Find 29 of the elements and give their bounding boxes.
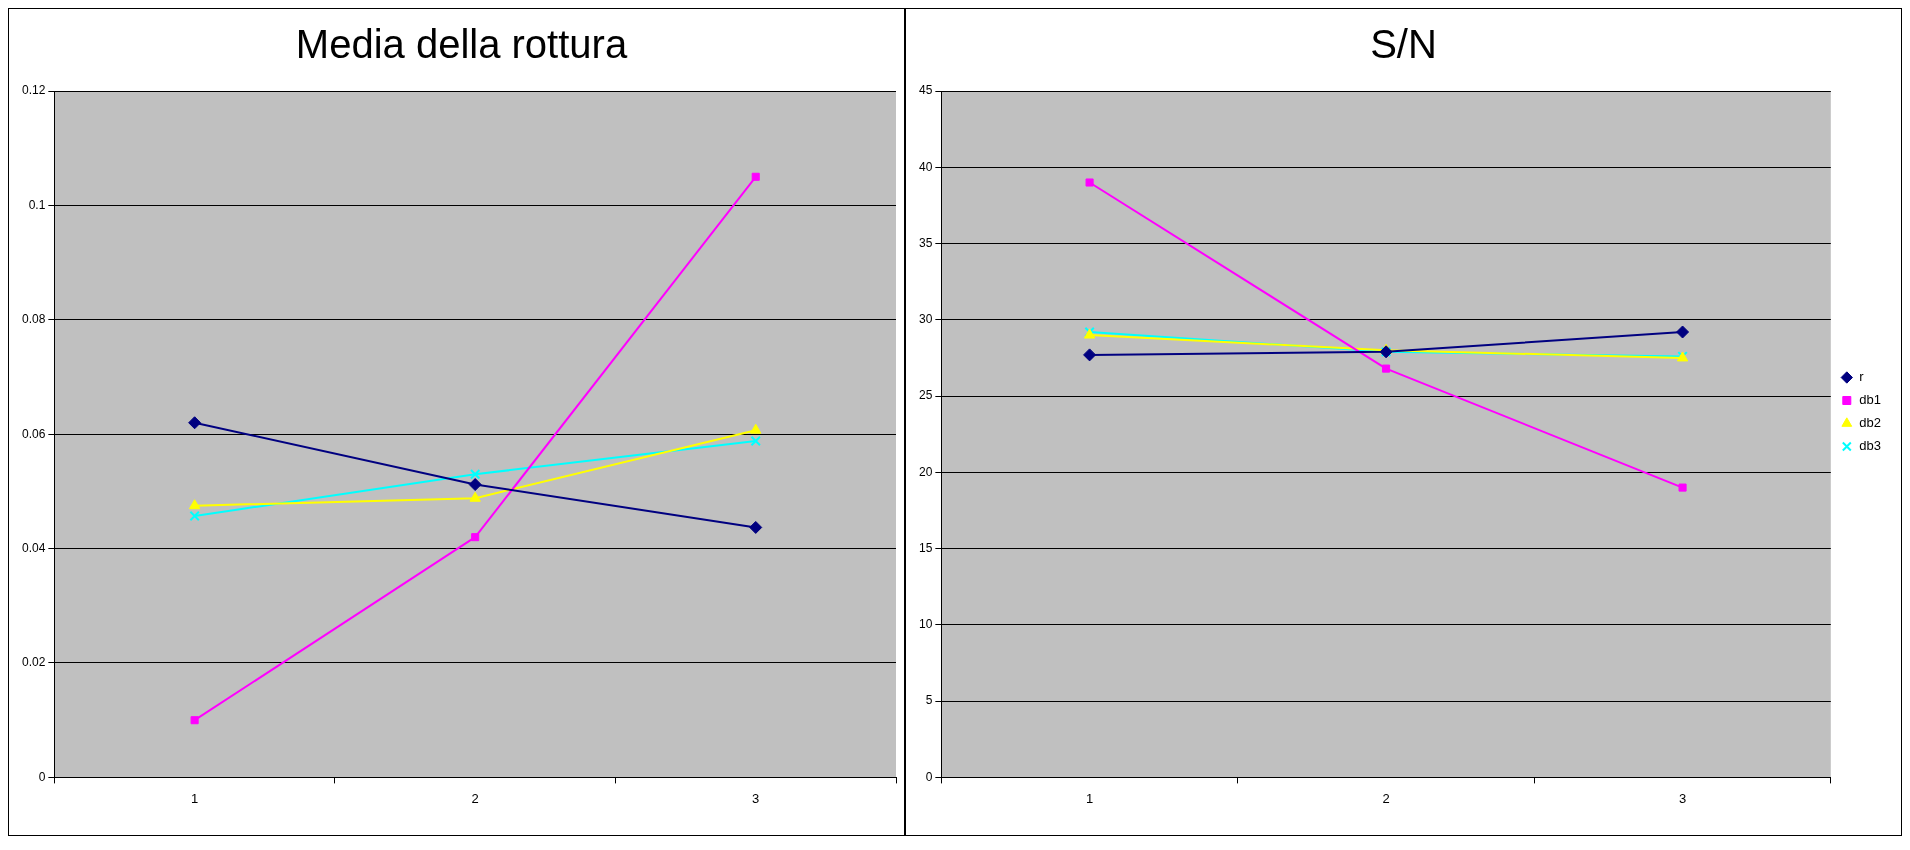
- y-tick-label: 0.04: [22, 540, 46, 555]
- x-tick-label: 2: [1382, 790, 1390, 806]
- x-tick-label: 3: [1678, 790, 1687, 806]
- y-tick-label: 15: [918, 540, 933, 555]
- y-tick-label: 5: [925, 693, 933, 708]
- legend-label: r: [1859, 369, 1865, 385]
- legend-label: db1: [1859, 392, 1882, 408]
- x-tick-label: 2: [471, 790, 479, 806]
- y-tick-label: 0.12: [22, 83, 46, 98]
- chart-title: S/N: [1370, 22, 1437, 67]
- chart-title: Media della rottura: [295, 22, 628, 67]
- legend-label: db3: [1859, 438, 1882, 454]
- legend-label: db2: [1859, 415, 1882, 431]
- y-tick-label: 20: [918, 464, 933, 479]
- y-tick-label: 0.1: [28, 197, 46, 212]
- y-tick-label: 0: [925, 769, 933, 784]
- y-tick-label: 25: [918, 388, 933, 403]
- y-tick-label: 45: [918, 83, 933, 98]
- y-tick-label: 30: [918, 312, 933, 327]
- y-tick-label: 0.02: [22, 655, 46, 670]
- y-tick-label: 0.08: [22, 312, 46, 327]
- y-tick-label: 0: [38, 769, 46, 784]
- x-tick-label: 1: [191, 790, 199, 806]
- y-tick-label: 0.06: [22, 426, 46, 441]
- x-tick-label: 1: [1085, 790, 1094, 806]
- y-tick-label: 35: [918, 235, 933, 250]
- y-tick-label: 40: [918, 159, 933, 174]
- y-tick-label: 10: [918, 617, 933, 632]
- x-tick-label: 3: [752, 790, 760, 806]
